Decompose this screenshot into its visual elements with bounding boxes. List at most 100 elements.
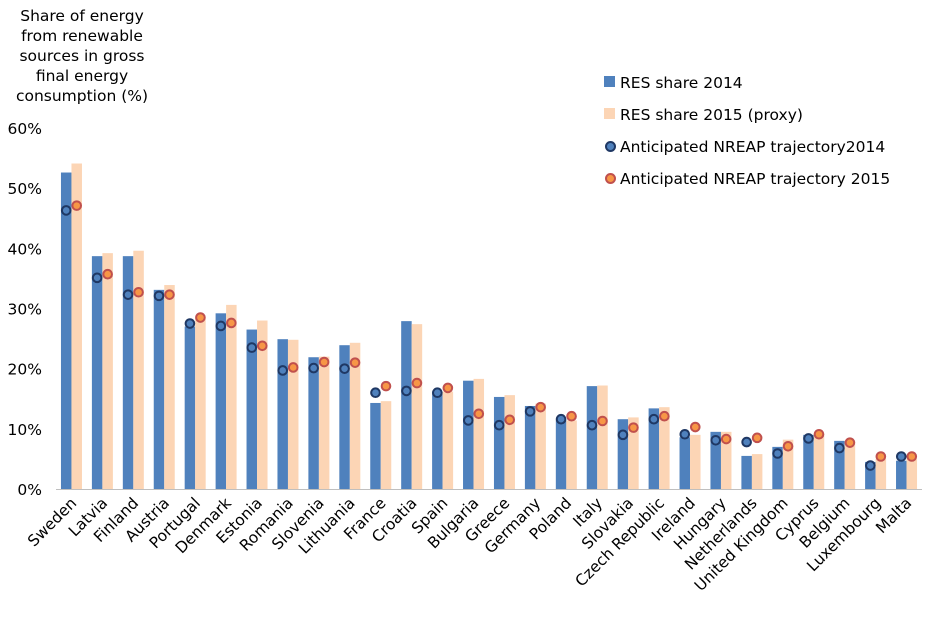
marker-nreap-2014 <box>308 362 319 374</box>
marker-nreap-2014 <box>895 451 907 462</box>
marker-nreap-2015 <box>318 356 330 368</box>
marker-nreap-2015 <box>906 451 918 462</box>
bar-res-2014 <box>493 396 505 489</box>
bar-res-2015 <box>71 163 82 489</box>
legend-label-res-2014: RES share 2014 <box>620 74 743 92</box>
marker-nreap-2015 <box>597 415 608 427</box>
marker-nreap-2014 <box>60 205 72 216</box>
bar-res-2015 <box>628 417 639 489</box>
bar-res-2015 <box>504 395 515 489</box>
y-tick-label: 30% <box>8 301 42 319</box>
marker-nreap-2014 <box>122 289 134 300</box>
x-category-label: Malta <box>872 494 915 537</box>
bar-res-2014 <box>648 408 660 489</box>
marker-nreap-2015 <box>844 437 856 448</box>
marker-nreap-2014 <box>215 320 227 332</box>
marker-nreap-2014 <box>339 363 350 374</box>
bar-res-2015 <box>318 356 330 489</box>
bar-res-2015 <box>906 458 918 489</box>
bar-res-2014 <box>401 321 412 489</box>
bar-res-2014 <box>277 339 288 489</box>
bar-res-2014 <box>772 446 783 489</box>
legend-item-nreap-2014: Anticipated NREAP trajectory2014 <box>604 136 890 168</box>
marker-nreap-2014 <box>246 342 258 353</box>
bar-res-2014 <box>432 391 443 489</box>
marker-nreap-2015 <box>504 414 516 426</box>
bar-res-2014 <box>184 326 196 489</box>
y-tick-label: 60% <box>8 120 42 138</box>
bar-res-2015 <box>844 440 856 489</box>
legend-label-nreap-2014: Anticipated NREAP trajectory2014 <box>620 138 886 156</box>
bar-res-2015 <box>782 439 794 489</box>
marker-nreap-2015 <box>411 377 423 389</box>
bar-res-2015 <box>597 385 608 489</box>
marker-nreap-2015 <box>380 380 392 392</box>
legend: RES share 2014 RES share 2015 (proxy) An… <box>604 72 890 200</box>
marker-nreap-2014 <box>865 460 876 471</box>
bar-res-2014 <box>60 172 72 490</box>
marker-nreap-2015 <box>349 357 361 368</box>
marker-nreap-2015 <box>720 433 732 445</box>
legend-marker-nreap-2015 <box>605 173 616 184</box>
legend-marker-nreap-2014 <box>605 141 616 152</box>
y-tick-label: 40% <box>8 240 42 258</box>
legend-item-res-2015: RES share 2015 (proxy) <box>604 104 890 136</box>
bar-res-2014 <box>215 313 227 489</box>
bar-res-2015 <box>102 253 113 489</box>
marker-nreap-2014 <box>710 434 722 446</box>
bar-res-2014 <box>463 380 474 489</box>
legend-swatch-res-2015 <box>604 108 615 119</box>
bar-res-2014 <box>741 455 752 489</box>
marker-nreap-2014 <box>803 433 814 444</box>
marker-nreap-2014 <box>401 385 412 397</box>
bar-res-2015 <box>813 433 825 489</box>
y-axis-title: Share of energy from renewable sources i… <box>15 7 149 105</box>
bar-res-2015 <box>566 420 577 489</box>
bar-res-2015 <box>473 378 485 489</box>
marker-nreap-2014 <box>679 428 691 440</box>
marker-nreap-2014 <box>184 318 196 329</box>
marker-nreap-2015 <box>535 401 546 413</box>
marker-nreap-2014 <box>586 419 598 431</box>
y-tick-label: 0% <box>17 481 42 499</box>
marker-nreap-2015 <box>689 421 701 433</box>
legend-item-res-2014: RES share 2014 <box>604 72 890 104</box>
bar-res-2014 <box>896 460 907 489</box>
bar-res-2015 <box>164 285 175 489</box>
marker-nreap-2015 <box>813 428 825 440</box>
marker-nreap-2014 <box>153 290 165 302</box>
marker-nreap-2015 <box>473 408 485 420</box>
marker-nreap-2015 <box>71 200 83 211</box>
bar-res-2014 <box>524 405 536 489</box>
bar-res-2014 <box>122 256 134 489</box>
marker-nreap-2014 <box>493 419 505 431</box>
marker-nreap-2014 <box>462 415 474 426</box>
marker-nreap-2015 <box>782 440 794 452</box>
y-tick-label: 50% <box>8 180 42 198</box>
bar-res-2015 <box>751 454 763 489</box>
marker-nreap-2014 <box>432 387 443 399</box>
bar-res-2014 <box>586 386 598 489</box>
marker-nreap-2015 <box>256 340 268 352</box>
marker-nreap-2015 <box>628 422 639 433</box>
bar-res-2015 <box>659 407 670 489</box>
marker-nreap-2014 <box>91 272 103 284</box>
legend-label-nreap-2015: Anticipated NREAP trajectory 2015 <box>620 170 891 188</box>
bar-res-2015 <box>349 342 361 489</box>
bar-res-2014 <box>555 420 567 489</box>
y-tick-label: 20% <box>8 361 42 379</box>
bar-res-2014 <box>339 345 350 489</box>
marker-nreap-2015 <box>195 312 206 323</box>
marker-nreap-2014 <box>555 413 567 425</box>
bar-res-2015 <box>690 434 701 489</box>
bar-res-2014 <box>617 419 629 489</box>
bar-res-2015 <box>287 339 299 489</box>
bar-res-2015 <box>875 458 887 489</box>
marker-nreap-2014 <box>617 429 629 441</box>
bar-res-2014 <box>308 357 319 489</box>
bar-res-2015 <box>226 304 237 489</box>
marker-nreap-2015 <box>164 289 175 300</box>
marker-nreap-2015 <box>442 382 454 394</box>
legend-item-nreap-2015: Anticipated NREAP trajectory 2015 <box>604 168 890 200</box>
